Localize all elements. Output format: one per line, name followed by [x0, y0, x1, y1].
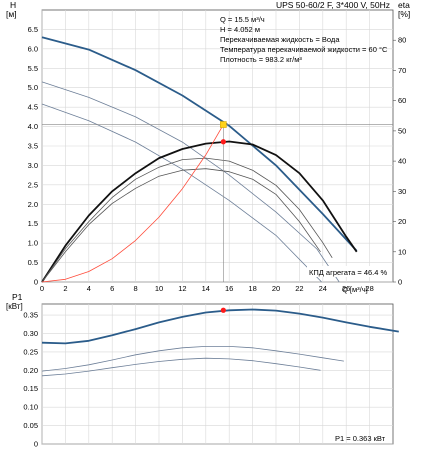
top-x-tick-label: 2 — [63, 284, 67, 293]
top-panel: 0 0.5 1.0 1.5 2.0 2.5 3.0 3.5 4.0 4.5 5.0 5.5 6.0 6.5… — [6, 0, 410, 294]
top-y-tick-label: 5.0 — [28, 83, 38, 92]
system-curve-line — [41, 124, 224, 283]
top-x-tick-label: 4 — [87, 284, 91, 293]
top-y2-tick-label: 60 — [398, 96, 406, 105]
top-x-tick-label: 26 — [342, 284, 350, 293]
bottom-y-tick-label: 0.15 — [23, 384, 38, 393]
top-x-tick-label: 18 — [248, 284, 256, 293]
top-y2-tick-label: 40 — [398, 157, 406, 166]
top-y2-tick-label: 10 — [398, 247, 406, 256]
top-x-tick-label: 14 — [202, 284, 210, 293]
top-y-tick-label: 2.0 — [28, 200, 38, 209]
top-y-tick-label: 2.5 — [28, 180, 38, 189]
info-line-2: H = 4.052 м — [220, 25, 260, 34]
eta-speed-2-line — [41, 157, 333, 283]
p1-axis-label: P1 — [12, 292, 23, 302]
top-x-tick-label: 8 — [134, 284, 138, 293]
top-y-tick-label: 5.5 — [28, 64, 38, 73]
bottom-y-tick-label: 0.05 — [23, 421, 38, 430]
top-y-tick-label: 1.0 — [28, 239, 38, 248]
top-y2-tick-label: 50 — [398, 126, 406, 135]
y2-axis-label: eta — [398, 0, 410, 10]
top-x-tick-label: 6 — [110, 284, 114, 293]
info-line-3: Перекачиваемая жидкость = Вода — [220, 35, 340, 44]
top-y-tick-label: 6.0 — [28, 44, 38, 53]
top-y2-tick-label: 0 — [398, 278, 402, 287]
bottom-series — [41, 308, 399, 377]
power-speed-3-line — [41, 357, 321, 377]
top-y-tick-label: 0.5 — [28, 258, 38, 267]
top-y2-tick-label: 30 — [398, 187, 406, 196]
top-y-tick-label: 3.0 — [28, 161, 38, 170]
top-y2-tick-label: 80 — [398, 36, 406, 45]
y-axis-label: H — [10, 0, 16, 10]
info-line-5: Плотность = 983.2 кг/м³ — [220, 55, 302, 64]
info-line-1: Q = 15.5 м³/ч — [220, 15, 265, 24]
top-y-tick-label: 6.5 — [28, 25, 38, 34]
top-y-ticks: 0 0.5 1.0 1.5 2.0 2.5 3.0 3.5 4.0 4.5 5.0 5.5 6.0 6.5 — [28, 25, 38, 287]
top-x-tick-label: 22 — [295, 284, 303, 293]
bottom-plot-frame — [41, 303, 394, 445]
y2-axis-unit: [%] — [398, 9, 410, 19]
top-y2-ticks: 0 10 20 30 40 50 60 70 80 — [393, 36, 406, 287]
top-y-tick-label: 4.0 — [28, 122, 38, 131]
bottom-y-tick-label: 0.30 — [23, 329, 38, 338]
top-y-tick-label: 4.5 — [28, 103, 38, 112]
x-axis-label: Q [м³/ч] — [342, 285, 368, 294]
top-x-tick-label: 20 — [272, 284, 280, 293]
top-x-tick-label: 16 — [225, 284, 233, 293]
operating-point-eta-marker — [220, 139, 226, 145]
top-x-tick-label: 10 — [155, 284, 163, 293]
top-operating-point — [42, 121, 393, 282]
operating-point-head-marker — [220, 121, 227, 128]
bottom-y-tick-label: 0.25 — [23, 347, 38, 356]
top-x-tick-label: 24 — [319, 284, 327, 293]
bottom-operating-point — [220, 307, 226, 313]
top-x-ticks: 0 2 4 6 8 10 12 14 16 18 20 22 24 26 28 — [40, 284, 374, 293]
eta-speed-1-line — [41, 140, 358, 283]
top-y2-tick-label: 70 — [398, 66, 406, 75]
y-axis-unit: [м] — [6, 9, 17, 19]
bottom-y-tick-label: 0.35 — [23, 311, 38, 320]
power-speed-2-line — [41, 345, 344, 372]
top-x-tick-label: 12 — [178, 284, 186, 293]
head-speed-3-line — [41, 103, 322, 283]
top-x-tick-label: 28 — [365, 284, 373, 293]
operating-point-power-marker — [220, 307, 226, 313]
top-x-tick-label: 0 — [40, 284, 44, 293]
chart-title: UPS 50-60/2 F, 3*400 V, 50Hz — [276, 0, 390, 10]
p1-axis-unit: [кВт] — [6, 302, 23, 311]
bottom-y-ticks: 0 0.05 0.10 0.15 0.20 0.25 0.30 0.35 — [23, 311, 38, 449]
head-speed-2-line — [41, 81, 340, 283]
bottom-y-tick-label: 0.20 — [23, 366, 38, 375]
power-annotation: P1 = 0.363 кВт — [335, 434, 386, 443]
top-y2-tick-label: 20 — [398, 217, 406, 226]
power-speed-1-line — [41, 308, 399, 345]
top-y-tick-label: 1.5 — [28, 219, 38, 228]
info-block: Q = 15.5 м³/ч H = 4.052 м Перекачиваемая… — [220, 15, 388, 64]
efficiency-annotation: КПД агрегата = 46.4 % — [309, 268, 387, 277]
bottom-grid — [41, 304, 393, 445]
eta-speed-3-line — [41, 168, 321, 283]
top-y-tick-label: 0 — [34, 278, 38, 287]
info-line-4: Температура перекачиваемой жидкости = 60… — [220, 45, 388, 54]
efficiency-annotation-box — [307, 266, 389, 277]
bottom-y-tick-label: 0 — [34, 440, 38, 449]
head-speed-1-line — [41, 36, 358, 252]
top-y-tick-label: 3.5 — [28, 142, 38, 151]
bottom-panel: 0 0.05 0.10 0.15 0.20 0.25 0.30 0.35 P1 [кВт] P… — [6, 292, 399, 449]
bottom-y-tick-label: 0.10 — [23, 403, 38, 412]
top-series — [41, 36, 358, 283]
